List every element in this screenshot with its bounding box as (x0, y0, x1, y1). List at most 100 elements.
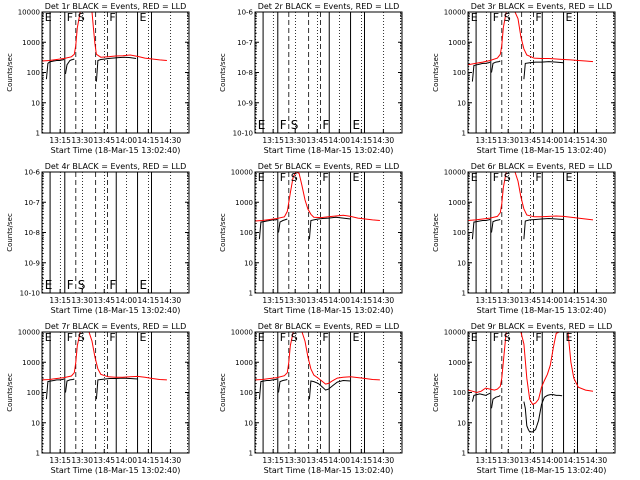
x-tick-label: 13:15 (49, 136, 71, 145)
events-trace (523, 61, 564, 80)
marker-label: S (291, 118, 299, 132)
marker-label: F (280, 118, 287, 132)
lld-trace (42, 332, 167, 381)
x-tick-label: 14:30 (373, 136, 395, 145)
y-tick-label: 100 (453, 69, 466, 77)
marker-label: E (140, 331, 147, 344)
marker-label: S (291, 171, 298, 184)
x-tick-label: 13:45 (519, 296, 541, 305)
y-axis-label: Counts/sec (219, 373, 227, 412)
y-axis-label: Counts/sec (219, 213, 227, 252)
marker-label: F (322, 118, 329, 132)
detector-panel-3: Det 3r BLACK = Events, RED = LLD 1 10 100 10… (432, 2, 616, 155)
lld-trace (468, 332, 594, 406)
marker-label: F (535, 171, 541, 184)
y-tick-label: 10-10 (20, 290, 40, 298)
marker-label: F (493, 331, 499, 344)
panel-traces (255, 172, 380, 240)
y-tick-label: 10 (457, 419, 466, 427)
marker-label: F (280, 171, 286, 184)
y-tick-label: 10-7 (237, 39, 253, 47)
marker-label: E (471, 331, 478, 344)
marker-label: F (67, 11, 73, 24)
y-tick-label: 10-8 (237, 69, 253, 77)
marker-label: F (535, 11, 541, 24)
x-tick-label: 14:30 (160, 456, 182, 465)
y-tick-label: 10-7 (24, 199, 40, 207)
marker-label: E (471, 171, 478, 184)
y-tick-label: 1000 (448, 359, 466, 367)
x-tick-label: 14:30 (586, 136, 608, 145)
x-tick-label: 13:30 (71, 136, 93, 145)
marker-label: F (109, 331, 115, 344)
events-trace (308, 379, 351, 400)
y-tick-label: 10000 (444, 169, 466, 177)
x-tick-label: 14:15 (564, 136, 586, 145)
events-trace (45, 59, 65, 80)
x-tick-label: 13:15 (49, 456, 71, 465)
x-tick-label: 13:45 (306, 456, 328, 465)
panel-traces (255, 332, 380, 400)
panel-frame (41, 171, 190, 294)
x-tick-label: 14:15 (351, 136, 373, 145)
y-tick-label: 10-9 (237, 99, 253, 107)
x-tick-label: 14:00 (328, 136, 350, 145)
panel-title: Det 9r BLACK = Events, RED = LLD (471, 322, 613, 331)
x-tick-label: 14:30 (160, 136, 182, 145)
marker-label: S (504, 171, 511, 184)
marker-label: E (353, 331, 360, 344)
lld-trace (468, 12, 594, 66)
detector-panel-5: Det 5r BLACK = Events, RED = LLD 1 10 100 10… (219, 162, 403, 315)
y-tick-label: 100 (27, 389, 40, 397)
x-tick-label: 14:00 (115, 136, 137, 145)
lld-trace (42, 12, 167, 62)
x-tick-label: 13:30 (284, 456, 306, 465)
y-tick-label: 100 (453, 389, 466, 397)
y-axis-label: Counts/sec (6, 373, 14, 412)
x-tick-label: 14:30 (160, 296, 182, 305)
y-axis-label: Counts/sec (6, 213, 14, 252)
marker-label: E (258, 118, 266, 132)
panel-traces (42, 332, 167, 400)
marker-label: F (280, 331, 286, 344)
events-trace (471, 219, 491, 240)
x-tick-label: 14:00 (541, 456, 563, 465)
marker-label: S (78, 11, 85, 24)
events-trace (45, 378, 65, 400)
marker-label: E (566, 331, 573, 344)
events-trace (65, 58, 75, 74)
x-tick-label: 13:45 (93, 456, 115, 465)
x-axis-label: Start Time (18-Mar-15 13:02:40) (477, 466, 607, 475)
panel-traces (468, 12, 594, 82)
marker-label: F (67, 278, 74, 292)
events-trace (308, 216, 351, 240)
marker-label: S (78, 331, 85, 344)
x-tick-label: 14:00 (115, 296, 137, 305)
x-tick-label: 14:30 (586, 456, 608, 465)
x-tick-label: 13:30 (71, 456, 93, 465)
y-axis-label: Counts/sec (432, 213, 440, 252)
panel-traces (468, 172, 594, 240)
y-tick-label: 10000 (231, 329, 253, 337)
panel-frame (41, 11, 190, 134)
y-tick-label: 10 (244, 259, 253, 267)
events-trace (278, 218, 288, 233)
events-trace (523, 217, 564, 240)
marker-label: F (493, 171, 499, 184)
y-tick-label: 10-9 (24, 259, 40, 267)
x-tick-label: 13:30 (284, 296, 306, 305)
events-trace (491, 219, 501, 233)
marker-label: F (109, 11, 115, 24)
panel-frame (467, 331, 616, 454)
detector-panel-6: Det 6r BLACK = Events, RED = LLD 1 10 100 10… (432, 162, 616, 315)
y-tick-label: 10000 (18, 9, 40, 17)
marker-label: E (45, 331, 52, 344)
panel-title: Det 5r BLACK = Events, RED = LLD (258, 162, 400, 171)
y-tick-label: 10000 (444, 329, 466, 337)
marker-label: S (504, 11, 511, 24)
x-axis-label: Start Time (18-Mar-15 13:02:40) (477, 306, 607, 315)
y-tick-label: 1 (36, 450, 40, 458)
events-trace (471, 61, 491, 82)
y-tick-label: 10 (31, 419, 40, 427)
y-tick-label: 100 (27, 69, 40, 77)
